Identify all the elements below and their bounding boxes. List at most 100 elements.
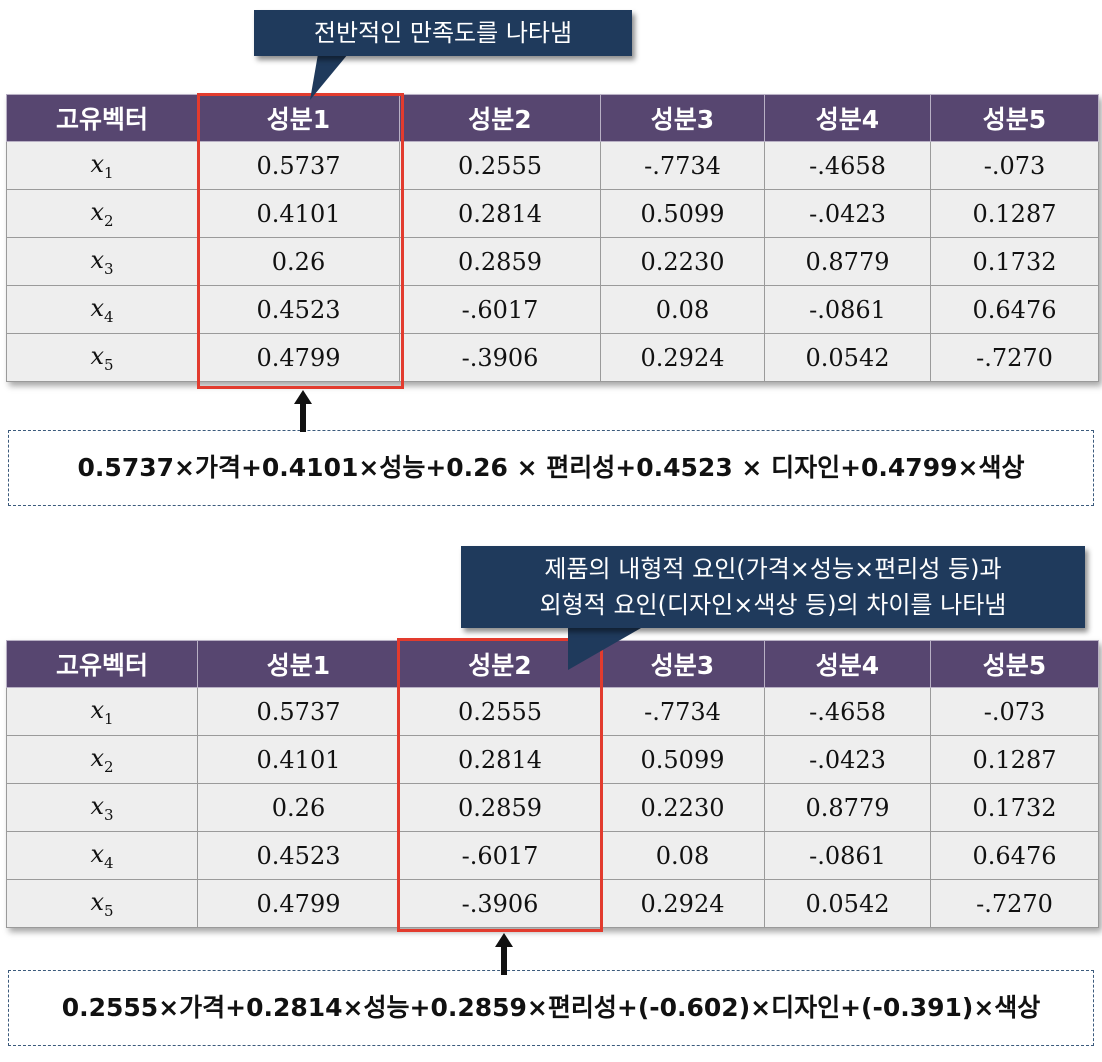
callout-internal-external-difference: 제품의 내형적 요인(가격×성능×편리성 등)과 외형적 요인(디자인×색상 등…	[461, 546, 1085, 628]
variable-label: x1	[6, 687, 198, 736]
formula-component-2: 0.2555×가격+0.2814×성능+0.2859×편리성+(-0.602)×…	[8, 970, 1094, 1046]
table-cell: 0.5737	[197, 141, 400, 190]
column-header-component-1: 성분1	[197, 640, 400, 688]
arrow-up-icon	[294, 390, 312, 432]
table-cell: 0.4799	[197, 879, 400, 928]
table-cell: 0.8779	[764, 783, 931, 832]
variable-subscript: 1	[104, 163, 114, 182]
variable-symbol: x	[90, 341, 104, 370]
callout-tail	[310, 54, 348, 100]
table-cell: 0.1287	[930, 735, 1099, 784]
table-cell: 0.2555	[399, 141, 601, 190]
variable-subscript: 3	[104, 259, 114, 278]
table-cell: -.6017	[399, 285, 601, 334]
table-cell: -.0423	[764, 735, 931, 784]
variable-symbol: x	[90, 839, 104, 868]
table-cell: 0.2924	[600, 879, 765, 928]
column-header-component-4: 성분4	[764, 94, 931, 142]
table-cell: -.7734	[600, 687, 765, 736]
table-cell: 0.4523	[197, 285, 400, 334]
variable-symbol: x	[90, 695, 104, 724]
table-cell: 0.26	[197, 783, 400, 832]
column-header-component-4: 성분4	[764, 640, 931, 688]
column-header-component-2: 성분2	[399, 94, 601, 142]
variable-subscript: 1	[104, 709, 114, 728]
table-cell: -.073	[930, 141, 1099, 190]
table-row: x1 0.5737 0.2555 -.7734 -.4658 -.073	[6, 141, 1099, 190]
table-cell: 0.2230	[600, 783, 765, 832]
table-row: x4 0.4523 -.6017 0.08 -.0861 0.6476	[6, 831, 1099, 880]
table-row: x2 0.4101 0.2814 0.5099 -.0423 0.1287	[6, 189, 1099, 238]
table-cell: 0.5099	[600, 735, 765, 784]
eigenvector-table-1: 고유벡터 성분1 성분2 성분3 성분4 성분5 x1 0.5737 0.2555 -.7734…	[6, 94, 1099, 382]
variable-label: x4	[6, 831, 198, 880]
table-cell: 0.6476	[930, 285, 1099, 334]
table-cell: 0.2230	[600, 237, 765, 286]
table-cell: 0.08	[600, 285, 765, 334]
variable-label: x1	[6, 141, 198, 190]
formula-text: 0.5737×가격+0.4101×성능+0.26 × 편리성+0.4523 × …	[77, 453, 1025, 482]
eigenvector-table-2: 고유벡터 성분1 성분2 성분3 성분4 성분5 x1 0.5737 0.2555 -.7734…	[6, 640, 1099, 928]
variable-symbol: x	[90, 743, 104, 772]
variable-symbol: x	[90, 293, 104, 322]
table-cell: 0.1732	[930, 783, 1099, 832]
column-header-eigenvector: 고유벡터	[6, 640, 198, 688]
table-cell: -.0423	[764, 189, 931, 238]
variable-subscript: 4	[104, 853, 114, 872]
table-cell: 0.8779	[764, 237, 931, 286]
variable-subscript: 2	[104, 211, 114, 230]
formula-component-1: 0.5737×가격+0.4101×성능+0.26 × 편리성+0.4523 × …	[8, 430, 1094, 506]
highlight-component-1	[197, 93, 404, 389]
callout-tail	[568, 624, 648, 670]
column-header-component-5: 성분5	[930, 94, 1099, 142]
table-header-row: 고유벡터 성분1 성분2 성분3 성분4 성분5	[6, 94, 1099, 142]
arrow-up-icon	[495, 933, 513, 975]
variable-label: x2	[6, 735, 198, 784]
variable-symbol: x	[90, 791, 104, 820]
table-cell: 0.0542	[764, 333, 931, 382]
variable-symbol: x	[90, 887, 104, 916]
table-header-row: 고유벡터 성분1 성분2 성분3 성분4 성분5	[6, 640, 1099, 688]
table-cell: 0.2859	[399, 237, 601, 286]
table-cell: -.3906	[399, 879, 601, 928]
table-cell: -.0861	[764, 831, 931, 880]
table-cell: 0.4523	[197, 831, 400, 880]
highlight-component-2	[397, 638, 603, 932]
table-row: x4 0.4523 -.6017 0.08 -.0861 0.6476	[6, 285, 1099, 334]
table-cell: -.4658	[764, 141, 931, 190]
table-cell: 0.4799	[197, 333, 400, 382]
table-cell: 0.4101	[197, 735, 400, 784]
table-cell: 0.26	[197, 237, 400, 286]
variable-label: x5	[6, 333, 198, 382]
variable-label: x2	[6, 189, 198, 238]
table-cell: 0.5737	[197, 687, 400, 736]
column-header-component-3: 성분3	[600, 94, 765, 142]
variable-subscript: 2	[104, 757, 114, 776]
table-cell: -.3906	[399, 333, 601, 382]
table-cell: -.4658	[764, 687, 931, 736]
table-cell: 0.5099	[600, 189, 765, 238]
table-cell: 0.1287	[930, 189, 1099, 238]
column-header-component-2: 성분2	[399, 640, 601, 688]
callout-text: 전반적인 만족도를 나타냄	[313, 19, 573, 47]
table-cell: -.7270	[930, 333, 1099, 382]
formula-text: 0.2555×가격+0.2814×성능+0.2859×편리성+(-0.602)×…	[61, 993, 1041, 1022]
table-cell: 0.2814	[399, 735, 601, 784]
table-row: x2 0.4101 0.2814 0.5099 -.0423 0.1287	[6, 735, 1099, 784]
table-row: x1 0.5737 0.2555 -.7734 -.4658 -.073	[6, 687, 1099, 736]
table-cell: 0.1732	[930, 237, 1099, 286]
variable-symbol: x	[90, 197, 104, 226]
variable-subscript: 5	[104, 901, 114, 920]
column-header-component-1: 성분1	[197, 94, 400, 142]
variable-symbol: x	[90, 149, 104, 178]
table-row: x3 0.26 0.2859 0.2230 0.8779 0.1732	[6, 237, 1099, 286]
callout-overall-satisfaction: 전반적인 만족도를 나타냄	[254, 10, 632, 56]
variable-label: x3	[6, 237, 198, 286]
variable-subscript: 3	[104, 805, 114, 824]
table-row: x5 0.4799 -.3906 0.2924 0.0542 -.7270	[6, 333, 1099, 382]
table-cell: 0.6476	[930, 831, 1099, 880]
variable-label: x5	[6, 879, 198, 928]
variable-subscript: 5	[104, 355, 114, 374]
table-cell: 0.2859	[399, 783, 601, 832]
table-cell: 0.2814	[399, 189, 601, 238]
